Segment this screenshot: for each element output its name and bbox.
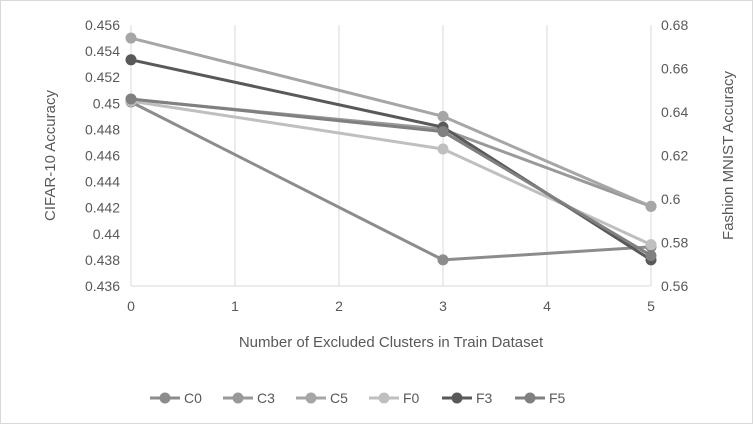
- right-y-axis: 0.56 0.58 0.6 0.62 0.64 0.66 0.68: [661, 17, 688, 294]
- series-line-C5: [130, 36, 652, 208]
- legend-swatch-marker: [232, 392, 244, 404]
- right-y-tick-label: 0.62: [661, 148, 688, 164]
- legend-label: F3: [476, 390, 493, 406]
- left-y-tick-label: 0.438: [85, 252, 120, 268]
- data-point-F0: [437, 143, 449, 155]
- left-y-tick-label: 0.448: [85, 121, 120, 137]
- data-point-C5: [125, 32, 137, 44]
- legend-item-F0: F0: [369, 390, 420, 406]
- legend-swatch-marker: [159, 392, 171, 404]
- left-y-tick-label: 0.436: [85, 278, 120, 294]
- legend-item-F3: F3: [442, 390, 493, 406]
- legend-label: C5: [330, 390, 348, 406]
- left-y-axis: 0.436 0.438 0.44 0.442 0.444 0.446 0.448 0.45 0.…: [85, 17, 120, 294]
- right-y-tick-label: 0.56: [661, 278, 688, 294]
- x-tick-label: 2: [335, 298, 343, 314]
- left-y-tick-label: 0.444: [85, 174, 120, 190]
- gridlines: [130, 25, 652, 287]
- series-line-F3: [130, 58, 652, 262]
- legend-label: C3: [257, 390, 275, 406]
- series-F5: [125, 93, 657, 262]
- right-y-tick-label: 0.58: [661, 235, 688, 251]
- x-tick-label: 0: [127, 298, 135, 314]
- data-point-F5: [125, 93, 137, 105]
- right-y-tick-label: 0.68: [661, 17, 688, 33]
- data-point-F5: [645, 250, 657, 262]
- left-y-tick-label: 0.442: [85, 200, 120, 216]
- data-point-F0: [645, 239, 657, 251]
- legend-item-C3: C3: [223, 390, 275, 406]
- x-axis: 0 1 2 3 4 5: [127, 298, 655, 314]
- left-y-tick-label: 0.45: [93, 95, 120, 111]
- data-point-F5: [437, 126, 449, 138]
- x-tick-label: 4: [543, 298, 551, 314]
- left-y-tick-label: 0.446: [85, 148, 120, 164]
- legend-label: F0: [403, 390, 420, 406]
- x-tick-label: 5: [647, 298, 655, 314]
- legend-item-C5: C5: [296, 390, 348, 406]
- legend-label: C0: [184, 390, 202, 406]
- right-y-tick-label: 0.6: [661, 191, 681, 207]
- data-point-F3: [125, 54, 137, 66]
- left-y-tick-label: 0.454: [85, 43, 120, 59]
- data-point-C5: [437, 110, 449, 122]
- left-y-tick-label: 0.44: [93, 226, 120, 242]
- x-tick-label: 3: [439, 298, 447, 314]
- x-tick-label: 1: [231, 298, 239, 314]
- right-y-tick-label: 0.66: [661, 61, 688, 77]
- legend-item-F5: F5: [515, 390, 566, 406]
- legend-swatch-marker: [378, 392, 390, 404]
- series-C5: [125, 32, 657, 212]
- right-y-axis-title: Fashion MNIST Accuracy: [720, 71, 737, 240]
- legend-swatch-marker: [451, 392, 463, 404]
- left-y-tick-label: 0.456: [85, 17, 120, 33]
- legend-item-C0: C0: [150, 390, 202, 406]
- legend: C0 C3 C5 F0 F3 F5: [150, 390, 566, 406]
- legend-swatch-marker: [305, 392, 317, 404]
- legend-swatch-marker: [524, 392, 536, 404]
- left-y-tick-label: 0.452: [85, 69, 120, 85]
- right-y-tick-label: 0.64: [661, 104, 688, 120]
- series-C0: [125, 96, 657, 266]
- legend-label: F5: [549, 390, 566, 406]
- left-y-axis-title: CIFAR-10 Accuracy: [42, 90, 59, 221]
- x-axis-title: Number of Excluded Clusters in Train Dat…: [239, 334, 544, 351]
- series-lines: [125, 32, 657, 266]
- data-point-C5: [645, 200, 657, 212]
- data-point-C0: [437, 254, 449, 266]
